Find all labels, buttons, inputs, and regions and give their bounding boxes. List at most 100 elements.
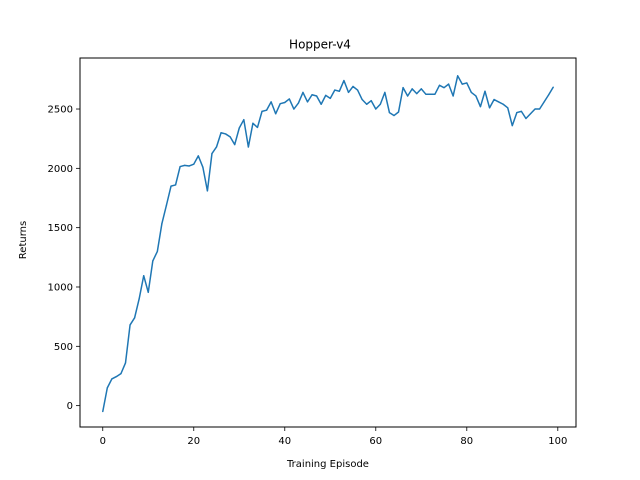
data-point	[552, 86, 554, 88]
data-point	[124, 362, 127, 364]
data-point	[252, 122, 254, 124]
data-point	[293, 108, 295, 110]
data-point	[539, 108, 541, 110]
data-point	[174, 184, 177, 186]
data-point	[275, 113, 277, 115]
data-point	[320, 103, 322, 105]
data-point	[215, 146, 218, 148]
data-point	[225, 133, 227, 135]
data-point	[457, 75, 459, 77]
data-point	[165, 204, 168, 206]
data-point	[466, 82, 468, 84]
data-point	[484, 90, 486, 92]
data-point	[525, 117, 527, 120]
data-point	[447, 83, 450, 85]
data-point	[529, 113, 532, 115]
data-point	[197, 155, 199, 157]
data-point	[102, 410, 104, 413]
data-point	[334, 89, 336, 91]
data-point	[511, 125, 513, 127]
x-tick-label: 0	[100, 436, 106, 447]
data-point	[347, 91, 350, 94]
data-point	[129, 324, 131, 326]
data-point	[520, 110, 522, 112]
data-point	[356, 89, 359, 91]
plot-area	[102, 75, 554, 413]
data-point	[134, 317, 136, 319]
data-point	[270, 101, 272, 103]
x-tick-label: 60	[369, 436, 382, 447]
data-point	[366, 103, 368, 105]
y-axis-label: Returns	[18, 221, 29, 259]
data-point	[393, 114, 395, 117]
y-tick-label: 2500	[48, 105, 73, 116]
x-axis: 0 20 40 60 80 100	[100, 427, 567, 447]
data-point	[220, 132, 222, 134]
data-point	[256, 126, 259, 129]
y-tick-label: 500	[54, 342, 73, 353]
data-point	[193, 163, 195, 165]
data-point	[265, 109, 268, 111]
data-point	[361, 98, 363, 101]
data-point	[111, 378, 113, 380]
data-point	[238, 127, 240, 129]
data-point	[202, 166, 204, 168]
data-point	[143, 275, 145, 277]
data-point	[443, 87, 445, 89]
data-point	[452, 95, 454, 97]
data-point	[316, 95, 318, 97]
data-point	[211, 152, 213, 155]
data-point	[475, 95, 477, 97]
data-point	[370, 100, 372, 102]
data-point	[429, 93, 431, 95]
x-axis-label: Training Episode	[286, 459, 369, 470]
series-line	[102, 75, 554, 412]
y-tick-label: 0	[67, 401, 73, 412]
data-point	[184, 164, 186, 166]
data-point	[120, 373, 122, 375]
data-point	[279, 103, 281, 105]
data-point	[420, 88, 422, 90]
data-point	[461, 83, 463, 85]
data-point	[402, 87, 404, 89]
data-point	[261, 110, 263, 112]
data-point	[115, 375, 117, 378]
data-point	[170, 185, 172, 187]
data-point	[425, 93, 427, 95]
chart-title: Hopper-v4	[289, 38, 351, 52]
data-point	[384, 91, 386, 94]
data-point	[407, 95, 409, 97]
data-point	[229, 136, 231, 138]
data-point	[302, 91, 304, 94]
data-point	[306, 101, 309, 103]
data-point	[507, 107, 509, 109]
data-point	[188, 165, 190, 167]
data-point	[147, 291, 149, 293]
data-point	[343, 79, 345, 82]
data-point	[411, 88, 413, 90]
data-point	[152, 260, 154, 262]
data-point	[161, 222, 163, 225]
y-tick-label: 2000	[48, 164, 73, 175]
data-point	[106, 387, 108, 389]
data-point	[516, 111, 518, 114]
data-point	[470, 91, 472, 94]
data-point	[388, 111, 391, 114]
data-point	[247, 146, 249, 148]
data-point	[288, 98, 290, 100]
data-point	[311, 94, 313, 96]
data-point	[434, 93, 436, 95]
data-point	[234, 144, 236, 146]
data-point	[338, 90, 340, 92]
y-axis: 0 500 1000 1500 2000 2500	[48, 105, 80, 412]
data-point	[502, 103, 504, 105]
data-point	[416, 92, 418, 95]
data-point	[297, 102, 300, 104]
data-point	[379, 103, 381, 105]
y-tick-label: 1500	[48, 223, 73, 234]
data-point	[329, 97, 331, 99]
y-tick-label: 1000	[48, 282, 73, 293]
data-point	[179, 165, 181, 168]
data-point	[156, 250, 158, 252]
